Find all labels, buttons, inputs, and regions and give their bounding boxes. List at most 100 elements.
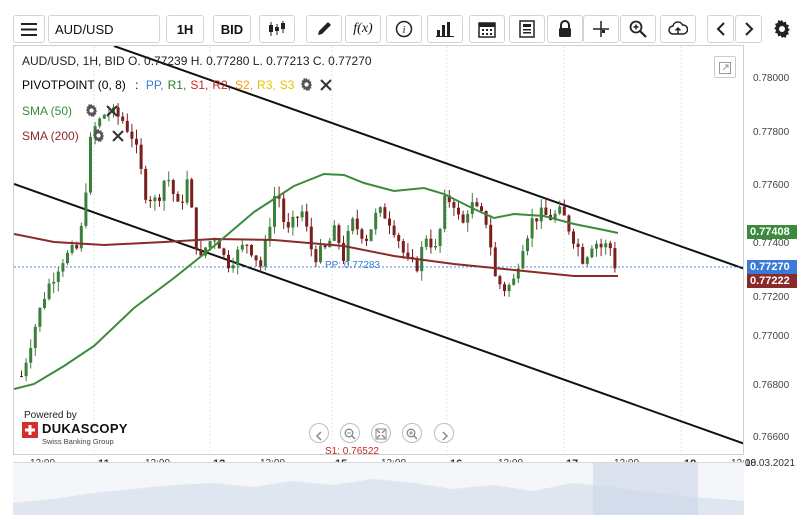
timeframe-button[interactable]: 1H xyxy=(166,15,204,43)
candle-body xyxy=(112,107,115,114)
lock-icon xyxy=(558,20,572,38)
cloud-button[interactable] xyxy=(660,15,696,43)
close-icon[interactable] xyxy=(112,129,125,145)
chevron-right-icon xyxy=(441,428,449,446)
close-icon[interactable] xyxy=(105,104,118,120)
candle-body xyxy=(227,254,230,269)
candle-body xyxy=(176,193,180,202)
candle-body xyxy=(309,226,313,250)
svg-text:i: i xyxy=(402,24,405,36)
candle-body xyxy=(286,222,290,228)
news-button[interactable] xyxy=(509,15,545,43)
price-tick: 0.77200 xyxy=(753,292,790,303)
draw-button[interactable] xyxy=(306,15,342,43)
candle-body xyxy=(590,248,594,258)
candle-body xyxy=(300,211,304,218)
candle-body xyxy=(397,235,401,242)
candle-body xyxy=(250,244,253,256)
candle-body xyxy=(102,114,106,119)
candle-body xyxy=(282,198,286,223)
candle-body xyxy=(480,206,483,211)
scroll-left-button[interactable] xyxy=(309,423,329,443)
reset-zoom-button[interactable] xyxy=(371,423,391,443)
price-tick: 0.77000 xyxy=(753,331,790,342)
timeframe-label: 1H xyxy=(176,21,194,37)
candle-body xyxy=(185,179,189,203)
gear-icon[interactable] xyxy=(92,129,105,145)
scroll-right-button[interactable] xyxy=(434,423,454,443)
close-icon[interactable] xyxy=(320,78,332,94)
calendar-icon xyxy=(478,20,496,38)
expand-button[interactable] xyxy=(714,56,736,78)
zoom-in-button[interactable] xyxy=(402,423,422,443)
candle-body xyxy=(544,207,548,215)
candle-body xyxy=(457,207,460,215)
navigator-panel[interactable] xyxy=(13,462,744,515)
candle-body xyxy=(130,131,134,139)
brand-name: DUKASCOPY xyxy=(42,421,128,436)
zoom-button[interactable] xyxy=(620,15,656,43)
price-chart[interactable] xyxy=(14,46,744,455)
price-axis[interactable]: 0.78000 0.77800 0.77600 0.77400 0.77200 … xyxy=(744,45,807,455)
last-price-tag: 0.77270 xyxy=(747,260,797,274)
candle-body xyxy=(153,197,157,202)
candle-body xyxy=(47,283,51,299)
candle-body xyxy=(475,202,479,207)
candle-body xyxy=(489,224,493,248)
crosshair-button[interactable] xyxy=(583,15,619,43)
candle-body xyxy=(20,376,23,378)
gear-icon[interactable] xyxy=(85,104,98,120)
symbol-value: AUD/USD xyxy=(55,21,114,37)
candle-body xyxy=(24,362,28,377)
candle-body xyxy=(342,242,345,261)
calendar-button[interactable] xyxy=(469,15,505,43)
navigator-sparkline[interactable] xyxy=(13,463,744,515)
symbol-input[interactable]: AUD/USD xyxy=(48,15,160,43)
settings-button[interactable] xyxy=(768,15,795,43)
candle-body xyxy=(429,238,433,248)
navigator-window[interactable] xyxy=(593,463,698,515)
candle-body xyxy=(553,213,557,220)
chart-type-button[interactable] xyxy=(259,15,295,43)
expand-icon xyxy=(719,61,731,79)
sma200-legend: SMA (200) xyxy=(22,129,125,145)
candle-body xyxy=(61,263,65,272)
lock-button[interactable] xyxy=(547,15,583,43)
candle-body xyxy=(337,225,341,243)
price-tick: 0.77800 xyxy=(753,127,790,138)
menu-button[interactable] xyxy=(13,15,45,43)
gear-icon[interactable] xyxy=(300,78,313,94)
forward-button[interactable] xyxy=(735,15,762,43)
sma200-label: SMA (200) xyxy=(22,129,79,144)
pivot-label: PIVOTPOINT (0, 8) xyxy=(22,78,126,93)
candle-body xyxy=(33,326,37,349)
chart-area[interactable]: AUD/USD, 1H, BID O. 0.77239 H. 0.77280 L… xyxy=(13,45,744,455)
candle-body xyxy=(526,238,529,252)
s1-line-label: S1: 0.76522 xyxy=(325,446,379,455)
candle-body xyxy=(121,116,125,121)
zoom-out-button[interactable] xyxy=(340,423,360,443)
candle-body xyxy=(217,240,221,249)
info-icon: i xyxy=(395,20,413,38)
indicators-icon xyxy=(436,21,454,37)
candle-body xyxy=(388,218,391,226)
indicators-button[interactable] xyxy=(427,15,463,43)
info-button[interactable]: i xyxy=(386,15,422,43)
brand-subtitle: Swiss Banking Group xyxy=(42,437,114,446)
candle-body xyxy=(144,168,148,200)
function-button[interactable]: f(x) xyxy=(345,15,381,43)
powered-by: Powered by xyxy=(24,410,77,421)
price-tick: 0.77400 xyxy=(753,238,790,249)
back-button[interactable] xyxy=(707,15,734,43)
candle-body xyxy=(392,225,396,236)
candle-body xyxy=(79,225,83,249)
candle-body xyxy=(466,213,470,223)
candle-body xyxy=(314,249,318,263)
zoom-in-icon xyxy=(406,427,418,445)
sma50-label: SMA (50) xyxy=(22,104,73,119)
candle-body xyxy=(38,307,42,327)
bid-ask-button[interactable]: BID xyxy=(213,15,251,43)
candle-body xyxy=(263,240,267,267)
news-icon xyxy=(519,20,535,38)
candle-body xyxy=(369,229,373,241)
